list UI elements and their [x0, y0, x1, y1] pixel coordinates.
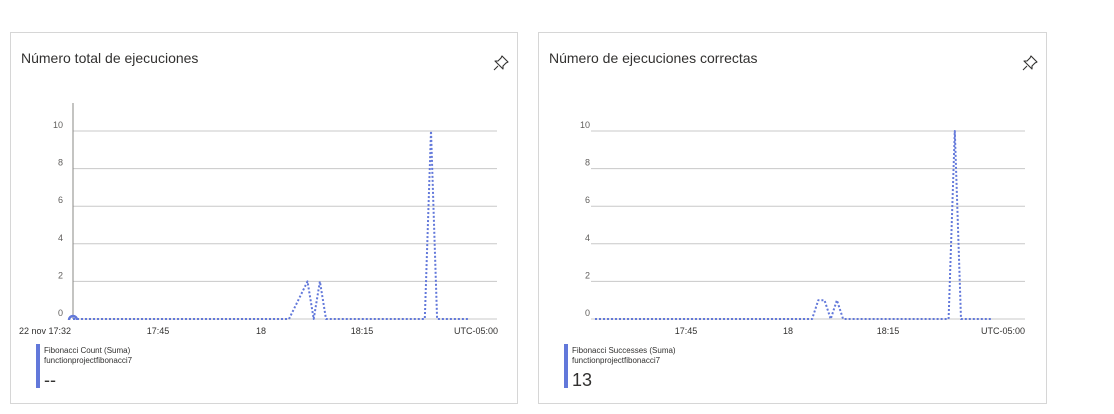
x-tick-label: UTC-05:00 — [454, 326, 498, 336]
x-tick-label: 18:15 — [351, 326, 374, 336]
x-tick-label: 18 — [256, 326, 266, 336]
x-tick-label: 22 nov 17:32 — [19, 326, 71, 336]
chart-card-total-executions: Número total de ejecuciones 0 2 4 6 8 10 22 no… — [10, 32, 518, 404]
series-line — [595, 130, 992, 320]
legend-color-bar — [564, 344, 568, 388]
legend-resource-name: functionproject​fibonacci7 — [44, 356, 133, 365]
card-title: Número total de ejecuciones — [21, 50, 199, 66]
x-tick-label: 18 — [783, 326, 793, 336]
y-tick-label: 4 — [585, 233, 590, 243]
line-chart: 0 2 4 6 8 10 17:45 18 18:15 UTC-05:00 — [580, 120, 1025, 336]
pin-icon[interactable] — [491, 53, 511, 73]
y-tick-label: 2 — [58, 270, 63, 280]
y-tick-label: 0 — [585, 308, 590, 318]
x-tick-label: 17:45 — [147, 326, 170, 336]
y-tick-label: 6 — [585, 195, 590, 205]
line-chart: 0 2 4 6 8 10 22 nov 17:32 17:45 18 18:15 UTC-05:00 — [19, 103, 498, 336]
y-tick-label: 10 — [53, 120, 63, 130]
legend-series-name: Fibonacci Successes (Suma) — [572, 346, 676, 355]
series-line — [73, 130, 468, 320]
y-tick-label: 10 — [580, 120, 590, 130]
legend-series-name: Fibonacci Count (Suma) — [44, 346, 131, 355]
x-tick-label: 17:45 — [675, 326, 698, 336]
legend-resource-name: functionproject​fibonacci7 — [572, 356, 661, 365]
series-start-marker — [67, 314, 79, 321]
legend-value: -- — [44, 370, 56, 390]
chart-card-successful-executions: Número de ejecuciones correctas 0 2 4 6 8 10 1… — [538, 32, 1047, 404]
y-tick-label: 4 — [58, 233, 63, 243]
y-tick-label: 0 — [58, 308, 63, 318]
card-title: Número de ejecuciones correctas — [549, 50, 758, 66]
y-tick-label: 8 — [58, 158, 63, 168]
x-tick-label: UTC-05:00 — [981, 326, 1025, 336]
x-tick-label: 18:15 — [877, 326, 900, 336]
y-tick-label: 6 — [58, 195, 63, 205]
pin-icon[interactable] — [1020, 53, 1040, 73]
y-tick-label: 2 — [585, 270, 590, 280]
y-tick-label: 8 — [585, 158, 590, 168]
legend-color-bar — [36, 344, 40, 388]
legend-value: 13 — [572, 370, 593, 390]
